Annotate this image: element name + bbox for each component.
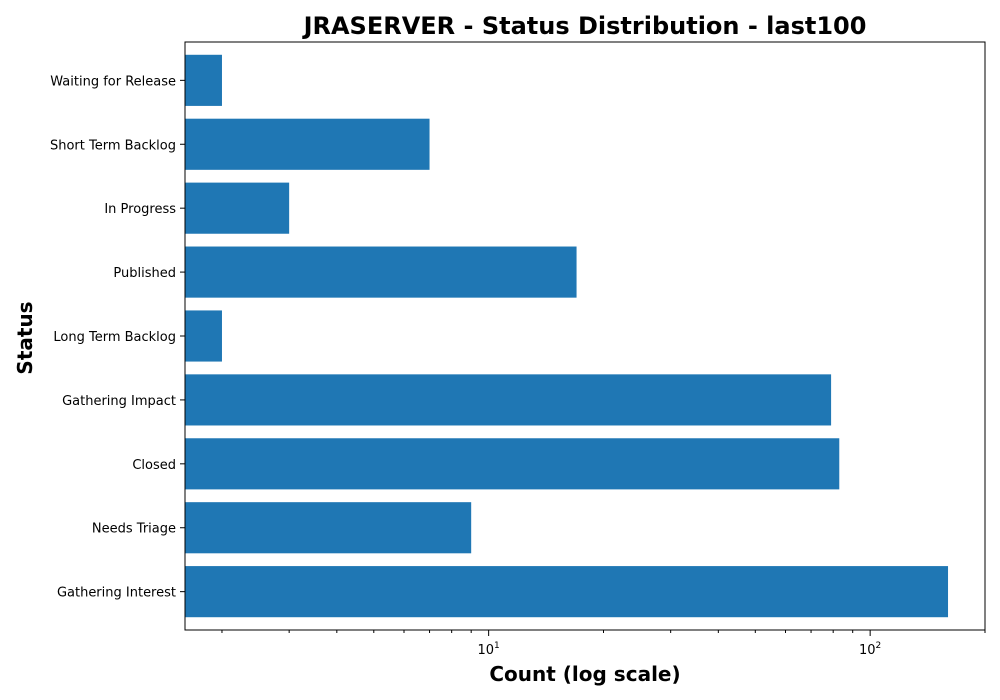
y-tick-label-short-term-backlog: Short Term Backlog: [50, 138, 176, 153]
plot-area: Gathering Interest Needs Triage Closed Gath…: [50, 54, 986, 658]
y-tick-label-needs-triage: Needs Triage: [92, 522, 176, 537]
bar-waiting-for-release: [185, 54, 222, 106]
bar-gathering-interest: [185, 566, 949, 618]
bar-closed: [185, 438, 840, 490]
bar-needs-triage: [185, 502, 472, 554]
y-tick-label-waiting-for-release: Waiting for Release: [50, 74, 176, 89]
bar-short-term-backlog: [185, 118, 430, 170]
bar-long-term-backlog: [185, 310, 222, 362]
y-tick-label-closed: Closed: [132, 458, 176, 473]
x-axis-title: Count (log scale): [489, 662, 680, 686]
y-tick-label-gathering-impact: Gathering Impact: [62, 394, 176, 409]
y-tick-label-gathering-interest: Gathering Interest: [57, 586, 176, 601]
bar-in-progress: [185, 182, 290, 234]
chart-title: JRASERVER - Status Distribution - last10…: [302, 12, 867, 40]
bar-gathering-impact: [185, 374, 832, 426]
plot-frame: [184, 41, 986, 631]
x-tick-label: 102: [859, 641, 881, 658]
y-tick-label-published: Published: [113, 266, 176, 281]
y-tick-label-in-progress: In Progress: [104, 202, 176, 217]
y-axis-title: Status: [13, 301, 37, 374]
bar-published: [185, 246, 577, 298]
x-tick-label: 101: [477, 641, 499, 658]
y-tick-label-long-term-backlog: Long Term Backlog: [53, 330, 176, 345]
